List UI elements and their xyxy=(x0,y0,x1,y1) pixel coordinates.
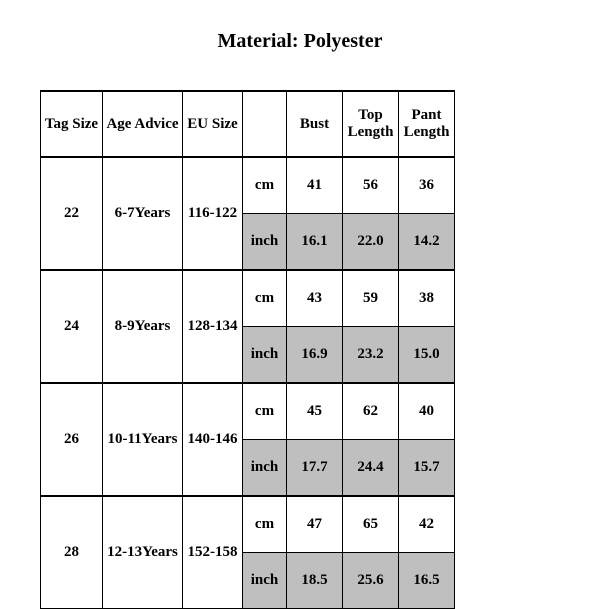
cell-top: 22.0 xyxy=(343,214,399,271)
table-header-row: Tag Size Age Advice EU Size Bust Top Len… xyxy=(41,91,455,157)
cell-pant: 16.5 xyxy=(399,553,455,609)
cell-tag: 22 xyxy=(41,157,103,270)
cell-pant: 15.0 xyxy=(399,327,455,384)
cell-pant: 38 xyxy=(399,270,455,327)
cell-eu: 116-122 xyxy=(183,157,243,270)
cell-top: 25.6 xyxy=(343,553,399,609)
page-title: Material: Polyester xyxy=(0,30,600,53)
cell-unit: inch xyxy=(243,440,287,497)
col-bust: Bust xyxy=(287,91,343,157)
cell-bust: 18.5 xyxy=(287,553,343,609)
cell-pant: 14.2 xyxy=(399,214,455,271)
cell-tag: 24 xyxy=(41,270,103,383)
cell-top: 59 xyxy=(343,270,399,327)
cell-bust: 45 xyxy=(287,383,343,440)
cell-pant: 15.7 xyxy=(399,440,455,497)
cell-unit: cm xyxy=(243,270,287,327)
cell-age: 8-9Years xyxy=(103,270,183,383)
cell-pant: 42 xyxy=(399,496,455,553)
table-row: 22 6-7Years 116-122 cm 41 56 36 xyxy=(41,157,455,214)
cell-top: 23.2 xyxy=(343,327,399,384)
cell-unit: cm xyxy=(243,157,287,214)
cell-unit: cm xyxy=(243,496,287,553)
cell-unit: cm xyxy=(243,383,287,440)
cell-bust: 17.7 xyxy=(287,440,343,497)
cell-top: 65 xyxy=(343,496,399,553)
cell-unit: inch xyxy=(243,214,287,271)
cell-bust: 47 xyxy=(287,496,343,553)
col-eu: EU Size xyxy=(183,91,243,157)
cell-unit: inch xyxy=(243,327,287,384)
col-pant: Pant Length xyxy=(399,91,455,157)
cell-age: 10-11Years xyxy=(103,383,183,496)
cell-eu: 152-158 xyxy=(183,496,243,609)
cell-eu: 128-134 xyxy=(183,270,243,383)
cell-tag: 26 xyxy=(41,383,103,496)
cell-pant: 36 xyxy=(399,157,455,214)
cell-bust: 43 xyxy=(287,270,343,327)
page: Material: Polyester Tag Size Age Advice … xyxy=(0,0,600,600)
table-row: 28 12-13Years 152-158 cm 47 65 42 xyxy=(41,496,455,553)
cell-top: 62 xyxy=(343,383,399,440)
cell-eu: 140-146 xyxy=(183,383,243,496)
cell-bust: 16.9 xyxy=(287,327,343,384)
cell-age: 12-13Years xyxy=(103,496,183,609)
col-top: Top Length xyxy=(343,91,399,157)
size-table: Tag Size Age Advice EU Size Bust Top Len… xyxy=(40,90,455,609)
cell-pant: 40 xyxy=(399,383,455,440)
cell-top: 24.4 xyxy=(343,440,399,497)
cell-age: 6-7Years xyxy=(103,157,183,270)
cell-tag: 28 xyxy=(41,496,103,609)
col-age: Age Advice xyxy=(103,91,183,157)
table-row: 26 10-11Years 140-146 cm 45 62 40 xyxy=(41,383,455,440)
col-unit xyxy=(243,91,287,157)
cell-top: 56 xyxy=(343,157,399,214)
table-body: 22 6-7Years 116-122 cm 41 56 36 inch 16.… xyxy=(41,157,455,609)
col-tag: Tag Size xyxy=(41,91,103,157)
cell-bust: 41 xyxy=(287,157,343,214)
cell-bust: 16.1 xyxy=(287,214,343,271)
title-prefix: Material: xyxy=(218,30,304,52)
cell-unit: inch xyxy=(243,553,287,609)
table-row: 24 8-9Years 128-134 cm 43 59 38 xyxy=(41,270,455,327)
title-material: Polyester xyxy=(304,30,383,52)
